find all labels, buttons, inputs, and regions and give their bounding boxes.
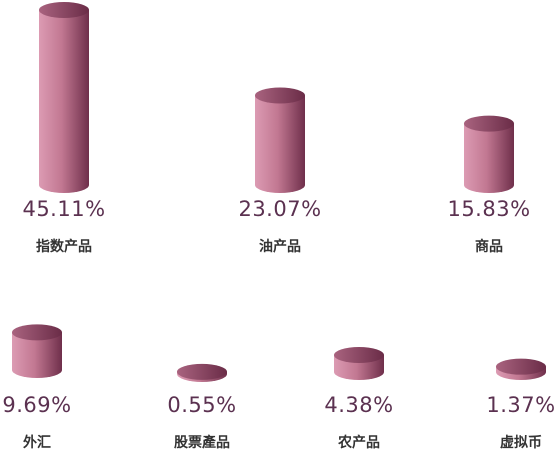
category-label: 农产品	[337, 434, 380, 451]
cylinder-body	[12, 332, 62, 378]
cylinder-top	[12, 324, 62, 341]
cylinder-top	[177, 363, 227, 380]
cylinder-top	[496, 358, 546, 375]
category-label: 股票產品	[174, 434, 230, 451]
cylinder-body	[255, 95, 305, 193]
category-label: 商品	[475, 238, 503, 255]
value-label: 4.38%	[324, 393, 393, 417]
category-label: 油产品	[259, 238, 301, 255]
cylinder-top	[334, 347, 384, 364]
value-label: 1.37%	[486, 393, 555, 417]
cylinder-top	[255, 87, 305, 104]
value-label: 45.11%	[22, 197, 105, 221]
cylinder-body	[464, 123, 514, 193]
bar	[496, 358, 546, 380]
category-label: 指数产品	[36, 238, 92, 255]
bar	[255, 87, 305, 193]
value-label: 15.83%	[447, 197, 530, 221]
value-label: 23.07%	[238, 197, 321, 221]
bar	[334, 347, 384, 380]
value-label: 0.55%	[167, 393, 236, 417]
cylinder-body	[39, 9, 89, 193]
bar	[464, 115, 514, 193]
cylinder-top	[39, 1, 89, 18]
bar	[12, 324, 62, 378]
cylinder-top	[464, 115, 514, 132]
bar	[177, 363, 227, 382]
category-label: 外汇	[23, 434, 51, 451]
category-label: 虚拟币	[500, 434, 542, 451]
value-label: 9.69%	[2, 393, 71, 417]
bar	[39, 1, 89, 193]
